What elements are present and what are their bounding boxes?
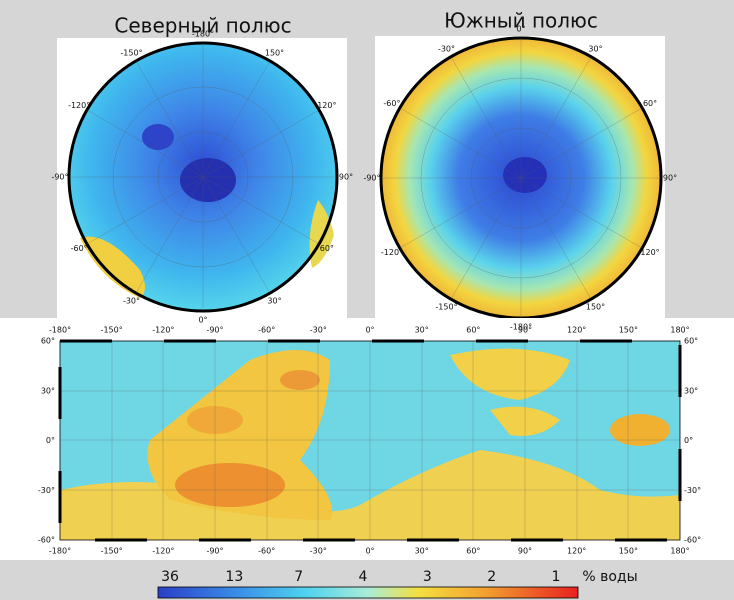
lat-label-left: 60° (41, 337, 55, 346)
lon-label-top: 90° (518, 326, 532, 335)
lon-label-top: -180° (49, 326, 71, 335)
lon-label-bottom: 90° (518, 547, 532, 556)
lat-label-left: 0° (46, 436, 55, 445)
polar-label: 0° (516, 25, 525, 34)
polar-label: 150° (586, 303, 605, 312)
lon-label-bottom: 0° (365, 547, 374, 556)
polar-label: -150° (120, 49, 142, 58)
polar-label: 60° (643, 99, 657, 108)
lat-label-right: 30° (684, 386, 698, 395)
polar-label: -120° (68, 101, 90, 110)
polar-label: -60° (383, 99, 400, 108)
polar-label: -60° (71, 244, 88, 253)
polar-label: -180° (192, 30, 214, 39)
lon-label-bottom: -30° (310, 547, 327, 556)
lon-label-top: 180° (670, 326, 689, 335)
lon-label-bottom: 30° (415, 547, 429, 556)
lon-label-top: 150° (619, 326, 638, 335)
polar-label: 60° (320, 244, 334, 253)
lon-label-bottom: -150° (101, 547, 123, 556)
lat-label-left: 30° (41, 386, 55, 395)
polar-label: 30° (588, 44, 602, 53)
lon-label-bottom: -120° (152, 547, 174, 556)
polar-label: 120° (640, 248, 659, 257)
polar-label: 0° (198, 316, 207, 325)
polar-label: -180° (510, 323, 532, 332)
lat-label-right: -60° (684, 536, 701, 545)
lon-label-top: 60° (466, 326, 480, 335)
colorbar (157, 586, 579, 599)
lat-label-right: 0° (684, 436, 693, 445)
lon-label-bottom: -90° (206, 547, 223, 556)
polar-label: -150° (435, 303, 457, 312)
north-map (67, 41, 339, 313)
legend-tick: 13 (225, 569, 243, 585)
polar-label: 30° (267, 296, 281, 305)
lon-label-top: -150° (101, 326, 123, 335)
polar-label: -90° (51, 173, 68, 182)
polar-label: -30° (438, 44, 455, 53)
lon-label-top: 120° (567, 326, 586, 335)
lon-label-top: -60° (258, 326, 275, 335)
lat-label-left: -30° (38, 486, 55, 495)
polar-label: -90° (363, 174, 380, 183)
cylindrical-map (58, 339, 682, 542)
south-map (379, 36, 663, 320)
legend-unit: % воды (582, 569, 637, 585)
legend-tick: 1 (552, 569, 561, 585)
lat-label-right: 60° (684, 337, 698, 346)
polar-label: -30° (123, 296, 140, 305)
lon-label-bottom: -180° (49, 547, 71, 556)
lon-label-top: -30° (310, 326, 327, 335)
legend-tick: 3 (423, 569, 432, 585)
polar-label: 90° (339, 173, 353, 182)
lon-label-bottom: 60° (466, 547, 480, 556)
polar-label: 120° (317, 101, 336, 110)
legend-tick: 36 (161, 569, 179, 585)
legend-tick: 4 (359, 569, 368, 585)
lon-label-top: -90° (206, 326, 223, 335)
lon-label-top: 30° (415, 326, 429, 335)
lon-label-bottom: 120° (567, 547, 586, 556)
south-title: Южный полюс (444, 9, 598, 33)
lon-label-bottom: 180° (670, 547, 689, 556)
lon-label-top: -120° (152, 326, 174, 335)
legend-tick: 2 (487, 569, 496, 585)
polar-label: 150° (265, 49, 284, 58)
lon-label-top: 0° (365, 326, 374, 335)
north-title: Северный полюс (114, 14, 291, 38)
lon-label-bottom: -60° (258, 547, 275, 556)
polar-label: 90° (663, 174, 677, 183)
lat-label-left: -60° (38, 536, 55, 545)
lat-label-right: -30° (684, 486, 701, 495)
lon-label-bottom: 150° (619, 547, 638, 556)
legend-tick: 7 (294, 569, 303, 585)
polar-label: -120° (381, 248, 403, 257)
